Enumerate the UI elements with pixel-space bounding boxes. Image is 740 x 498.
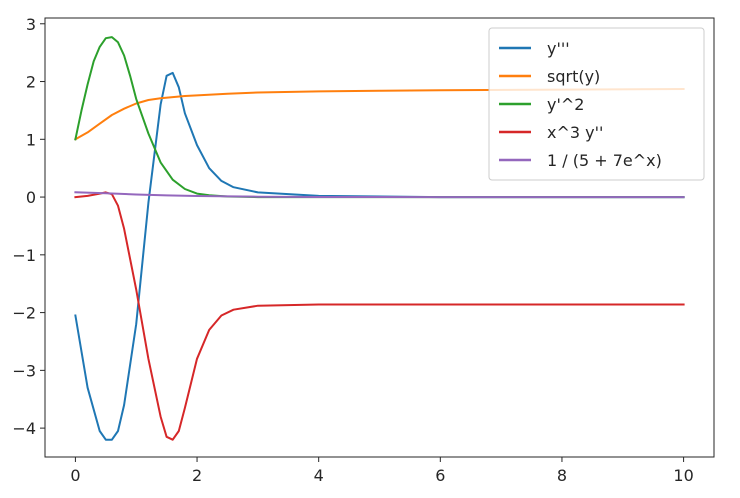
y-tick-label: −3: [12, 361, 36, 380]
series-line-5: [74, 191, 685, 199]
y-tick-label: 2: [26, 73, 36, 92]
x-tick-label: 0: [70, 466, 80, 485]
x-tick-label: 10: [673, 466, 693, 485]
y-tick-label: 3: [26, 15, 36, 34]
series-layer: [74, 36, 685, 441]
legend: y''' sqrt(y) y'^2 x^3 y'' 1 / (5 + 7e^x): [488, 27, 705, 181]
x-tick-label: 4: [314, 466, 324, 485]
legend-box: [488, 27, 705, 181]
legend-label-4: x^3 y'': [547, 123, 603, 142]
legend-label-5: 1 / (5 + 7e^x): [547, 151, 662, 170]
x-tick-label: 2: [192, 466, 202, 485]
legend-label-3: y'^2: [547, 95, 584, 114]
series-line-1: [74, 71, 685, 441]
legend-label-1: y''': [547, 39, 570, 58]
x-axis: 0 2 4 6 8 10: [70, 457, 694, 485]
y-tick-label: 0: [26, 188, 36, 207]
y-axis: −4 −3 −2 −1 0 1 2 3: [12, 15, 45, 438]
plot-frame: [44, 17, 715, 458]
y-tick-label: −1: [12, 246, 36, 265]
x-tick-label: 6: [435, 466, 445, 485]
y-tick-label: 1: [26, 130, 36, 149]
x-tick-label: 8: [557, 466, 567, 485]
series-line-2: [74, 87, 685, 141]
y-tick-label: −4: [12, 419, 36, 438]
y-tick-label: −2: [12, 304, 36, 323]
legend-label-2: sqrt(y): [547, 67, 600, 86]
